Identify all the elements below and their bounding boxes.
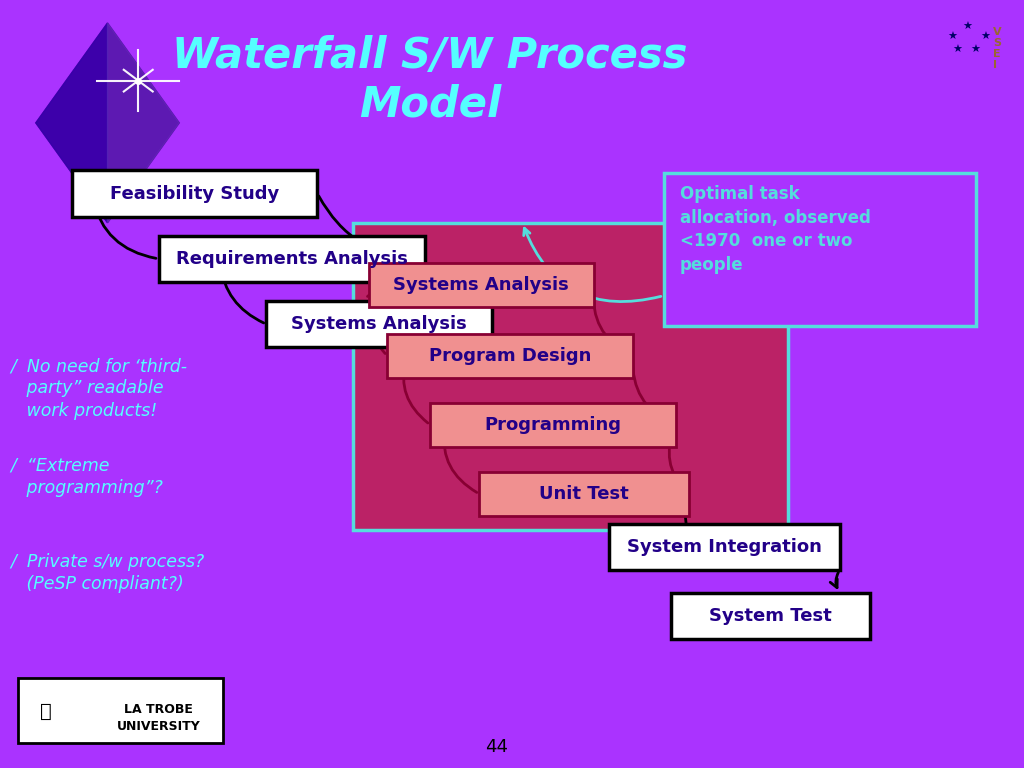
- Text: Program Design: Program Design: [429, 347, 591, 365]
- Text: Waterfall S/W Process
Model: Waterfall S/W Process Model: [172, 35, 688, 126]
- FancyBboxPatch shape: [369, 263, 594, 307]
- FancyBboxPatch shape: [430, 403, 676, 447]
- Text: S: S: [993, 38, 1001, 48]
- Text: ★: ★: [952, 45, 963, 55]
- Text: I: I: [993, 59, 997, 70]
- Text: /  Private s/w process?
   (PeSP compliant?): / Private s/w process? (PeSP compliant?): [10, 553, 205, 593]
- FancyBboxPatch shape: [664, 173, 976, 326]
- Text: /  No need for ‘third-
   party” readable
   work products!: / No need for ‘third- party” readable wo…: [10, 357, 187, 419]
- Text: 44: 44: [485, 738, 508, 756]
- FancyBboxPatch shape: [18, 678, 223, 743]
- Text: Programming: Programming: [484, 416, 622, 434]
- Text: Feasibility Study: Feasibility Study: [110, 184, 280, 203]
- FancyBboxPatch shape: [72, 170, 317, 217]
- Text: V: V: [993, 27, 1001, 38]
- Text: ★: ★: [947, 31, 957, 42]
- Text: ★: ★: [970, 45, 980, 55]
- Text: Requirements Analysis: Requirements Analysis: [176, 250, 408, 268]
- Text: Unit Test: Unit Test: [540, 485, 629, 503]
- FancyBboxPatch shape: [671, 593, 870, 639]
- FancyBboxPatch shape: [609, 524, 840, 570]
- Polygon shape: [108, 23, 179, 223]
- Text: LA TROBE: LA TROBE: [124, 703, 194, 716]
- Polygon shape: [36, 23, 108, 223]
- Polygon shape: [36, 23, 179, 223]
- FancyBboxPatch shape: [266, 301, 492, 347]
- Text: System Test: System Test: [710, 607, 831, 625]
- Text: Systems Analysis: Systems Analysis: [393, 276, 569, 294]
- FancyBboxPatch shape: [387, 334, 633, 378]
- Text: Optimal task
allocation, observed
<1970  one or two
people: Optimal task allocation, observed <1970 …: [680, 185, 870, 274]
- Text: E: E: [993, 48, 1000, 59]
- FancyBboxPatch shape: [159, 236, 425, 282]
- Text: System Integration: System Integration: [627, 538, 822, 556]
- Text: 🦅: 🦅: [40, 702, 52, 720]
- FancyBboxPatch shape: [479, 472, 689, 516]
- Text: Systems Analysis: Systems Analysis: [291, 315, 467, 333]
- Text: /  “Extreme
   programming”?: / “Extreme programming”?: [10, 457, 163, 497]
- Text: ★: ★: [963, 22, 973, 32]
- Text: ★: ★: [980, 31, 990, 42]
- Text: UNIVERSITY: UNIVERSITY: [117, 720, 201, 733]
- FancyBboxPatch shape: [353, 223, 788, 530]
